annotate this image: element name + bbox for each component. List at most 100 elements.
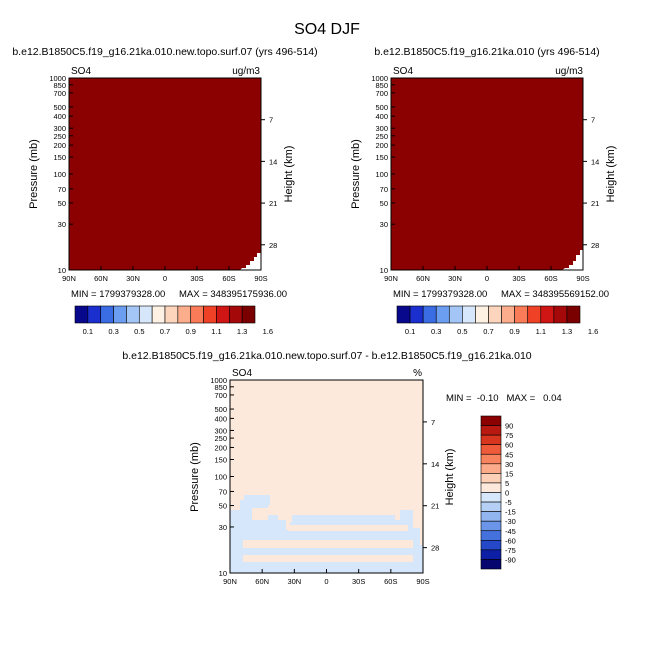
panel-1-field <box>69 78 261 270</box>
panel-2-colorbar-label: 0.9 <box>509 327 519 336</box>
panel-3-colorbar-swatch <box>480 511 502 522</box>
panel-2-max-label: MAX = 348395569152.00 <box>501 289 609 300</box>
panel-3-positive-band-4 <box>252 508 268 520</box>
panel-2-colorbar-swatch <box>566 305 581 324</box>
panel-3-negative-region-lower <box>230 497 423 573</box>
panel-1-min-label: MIN = 1799379328.00 <box>71 289 165 300</box>
panel-2-title: b.e12.B1850C5.f19_g16.21ka.010 (yrs 496-… <box>374 46 599 58</box>
panel-1-x-tick-label: 30N <box>126 274 140 283</box>
panel-1-y-tick-label: 850 <box>53 81 66 90</box>
panel-1-y-axis-label: Pressure (mb) <box>28 139 40 209</box>
panel-3-x-tick-label: 30S <box>352 577 365 586</box>
panel-3-units-label: % <box>413 368 422 379</box>
panel-3-y-tick-label: 200 <box>214 443 227 452</box>
panel-1-x-tick-label: 30S <box>190 274 203 283</box>
panel-1-colorbar-swatch <box>190 305 204 324</box>
panel-3: b.e12.B1850C5.f19_g16.21ka.010.new.topo.… <box>122 350 561 586</box>
panel-3-y-tick-label: 250 <box>214 434 227 443</box>
panel-2-y-tick-label: 100 <box>375 170 388 179</box>
panel-1-terrain-mask <box>240 253 261 270</box>
panel-3-colorbar-label: 15 <box>505 469 513 478</box>
panel-2-y-tick-label: 850 <box>375 81 388 90</box>
panel-2-colorbar-swatch <box>514 305 529 324</box>
panel-3-colorbar-label: 0 <box>505 489 509 498</box>
panel-2-y-tick-label: 1000 <box>371 74 388 83</box>
panel-3-y-tick-label: 50 <box>219 502 227 511</box>
panel-2-x-tick-label: 30S <box>512 274 525 283</box>
panel-2-field <box>391 78 583 270</box>
panel-3-height-axis-label: Height (km) <box>444 449 456 506</box>
panel-3-y-tick-label: 700 <box>214 391 227 400</box>
panel-1-units-label: ug/m3 <box>232 66 260 77</box>
panel-2-height-tick-label: 14 <box>591 157 599 166</box>
panel-1-colorbar-swatch <box>241 305 256 324</box>
panel-1: b.e12.B1850C5.f19_g16.21ka.010.new.topo.… <box>12 46 317 336</box>
panel-1-colorbar-label: 1.3 <box>237 327 247 336</box>
panel-2-y-tick-label: 200 <box>375 141 388 150</box>
panel-1-colorbar-label: 1.6 <box>263 327 273 336</box>
panel-1-colorbar-swatch <box>177 305 192 324</box>
panel-1-x-tick-label: 90S <box>254 274 267 283</box>
panel-1-colorbar-swatch <box>138 305 153 324</box>
panel-1-y-tick-label: 10 <box>58 266 66 275</box>
panel-3-colorbar-swatch <box>480 453 502 465</box>
panel-1-variable-label: SO4 <box>71 66 91 77</box>
panel-1-colorbar-swatch <box>216 305 230 324</box>
panel-3-y-tick-label: 30 <box>219 523 227 532</box>
panel-2-x-tick-label: 30N <box>448 274 462 283</box>
panel-2-colorbar-label: 1.6 <box>588 327 598 336</box>
panel-1-colorbar-swatch <box>228 305 243 324</box>
panel-2-units-label: ug/m3 <box>555 66 583 77</box>
panel-3-colorbar-swatch <box>480 482 502 493</box>
panel-3-colorbar-swatch <box>480 492 502 503</box>
panel-1-x-tick-label: 0 <box>163 274 167 283</box>
panel-1-x-tick-label: 60N <box>94 274 108 283</box>
panel-1-max-label: MAX = 348395175936.00 <box>179 289 287 300</box>
panel-3-title: b.e12.B1850C5.f19_g16.21ka.010.new.topo.… <box>122 350 531 362</box>
panel-1-y-tick-label: 50 <box>58 199 66 208</box>
panel-2-colorbar-label: 0.3 <box>431 327 441 336</box>
panel-1-colorbar-swatch <box>151 305 166 324</box>
panel-2-y-tick-label: 50 <box>380 199 388 208</box>
panel-3-x-tick-label: 90N <box>223 577 237 586</box>
panel-2-colorbar-swatch <box>448 305 463 324</box>
panel-3-positive-bands <box>243 500 413 562</box>
panel-2-y-tick-label: 150 <box>375 153 388 162</box>
panel-3-colorbar-label: -60 <box>505 536 516 545</box>
panel-2-y-tick-label: 10 <box>380 266 388 275</box>
panel-2-y-tick-label: 300 <box>375 124 388 133</box>
panel-3-positive-band-3 <box>243 555 413 562</box>
panel-1-x-tick-label: 90N <box>62 274 76 283</box>
panel-3-positive-band-2 <box>243 540 413 548</box>
panel-3-colorbar-swatch <box>480 473 502 484</box>
panel-2-variable-label: SO4 <box>393 66 413 77</box>
panel-1-y-tick-label: 400 <box>53 112 66 121</box>
panel-3-colorbar-label: -15 <box>505 508 516 517</box>
panel-1-y-tick-label: 700 <box>53 89 66 98</box>
panel-2-colorbar-swatch <box>409 305 424 324</box>
panel-1-height-tick-label: 28 <box>269 241 277 250</box>
panel-1-colorbar-label: 0.1 <box>83 327 93 336</box>
panel-2-height-axis-label: Height (km) <box>605 146 617 203</box>
panel-2-colorbar-swatch <box>488 305 502 324</box>
panel-2-height-tick-label: 28 <box>591 241 599 250</box>
panel-3-y-tick-label: 70 <box>219 487 227 496</box>
panel-3-colorbar-swatch <box>480 559 502 570</box>
panel-3-y-tick-label: 500 <box>214 405 227 414</box>
panel-1-colorbar-swatch <box>74 305 89 324</box>
panel-2-colorbar-label: 0.7 <box>483 327 493 336</box>
panel-1-y-tick-label: 500 <box>53 103 66 112</box>
panel-1-colorbar-label: 0.9 <box>185 327 195 336</box>
panel-3-x-tick-label: 0 <box>324 577 328 586</box>
panel-1-height-tick-label: 21 <box>269 199 277 208</box>
panel-2-y-tick-label: 700 <box>375 89 388 98</box>
panel-2-colorbar-swatch <box>396 305 411 324</box>
panel-3-colorbar-swatch <box>480 530 502 541</box>
panel-2-height-tick-label: 7 <box>591 116 595 125</box>
panel-2: b.e12.B1850C5.f19_g16.21ka.010 (yrs 496-… <box>350 46 617 336</box>
panel-2-x-tick-label: 60S <box>544 274 557 283</box>
panel-3-colorbar-label: 60 <box>505 441 513 450</box>
panel-3-colorbar-swatch <box>480 549 502 560</box>
